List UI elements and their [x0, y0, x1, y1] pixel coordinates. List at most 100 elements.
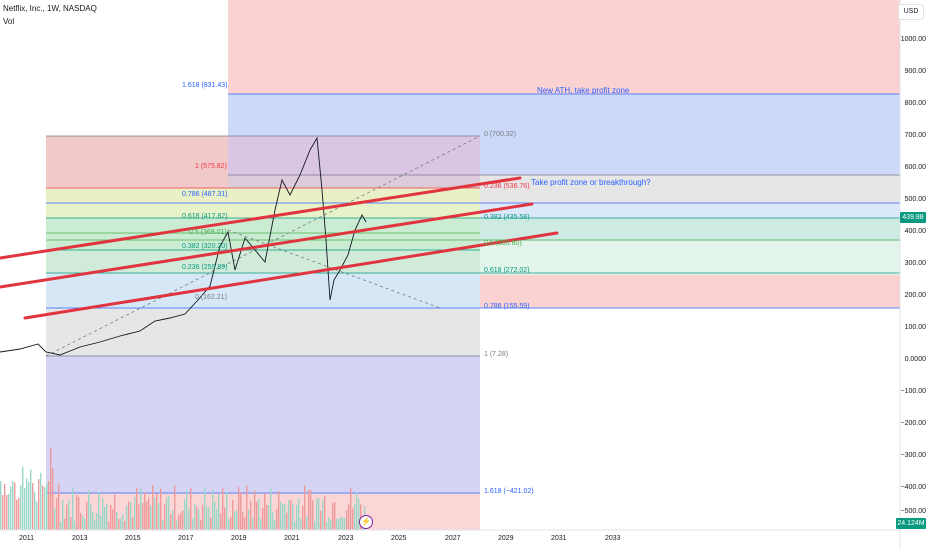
fib-left-purple2 — [228, 176, 480, 188]
currency-button[interactable]: USD — [898, 4, 924, 20]
volume-bar — [236, 509, 238, 530]
fib-lines — [46, 93, 900, 494]
volume-bar — [258, 498, 260, 530]
volume-bar — [230, 516, 232, 530]
price-tick: 300.00 — [904, 260, 926, 267]
volume-bar — [10, 486, 12, 530]
volume-bar — [98, 491, 100, 530]
fib-dashed-down — [227, 229, 441, 309]
volume-bar — [194, 503, 196, 530]
price-tick: 500.00 — [904, 196, 926, 203]
volume-bar — [122, 514, 124, 530]
volume-bar — [60, 521, 62, 530]
price-tick: 700.00 — [904, 132, 926, 139]
volume-bar — [272, 512, 274, 530]
volume-bar — [154, 497, 156, 530]
volume-bar — [304, 485, 306, 530]
volume-bar — [294, 521, 296, 530]
fib-left-yellow2 — [46, 203, 480, 218]
volume-bar — [330, 519, 332, 530]
volume-bar — [28, 481, 30, 530]
time-tick: 2015 — [125, 535, 141, 542]
channel-upper[interactable] — [0, 176, 522, 260]
volume-bar — [132, 517, 134, 530]
volume-bar — [316, 498, 318, 530]
fib-label: 0.382 (435.58) — [484, 214, 530, 221]
earnings-flash-icon[interactable]: ⚡ — [359, 515, 373, 529]
fib-zone-top-red — [228, 0, 900, 94]
time-tick: 2011 — [19, 535, 35, 542]
volume-bar — [228, 518, 230, 530]
volume-bar — [310, 489, 312, 530]
volume-bar — [244, 516, 246, 530]
volume-bar — [114, 494, 116, 530]
volume-bar — [108, 521, 110, 530]
fib-label: 0.5 (369.01) — [189, 229, 227, 236]
volume-bar — [208, 507, 210, 530]
volume-bar — [270, 488, 272, 530]
volume-bar — [26, 478, 28, 530]
volume-bar — [170, 514, 172, 530]
volume-bar — [64, 518, 66, 530]
volume-bar — [104, 506, 106, 530]
annotation-ath[interactable]: New ATH, take profit zone — [537, 86, 630, 95]
volume-bar — [338, 518, 340, 530]
fib-label: 1.618 (−421.02) — [484, 488, 534, 495]
fib-label: 1.618 (831.43) — [182, 82, 228, 89]
volume-bar — [358, 498, 360, 530]
price-tick: 800.00 — [904, 100, 926, 107]
volume-bar — [276, 508, 278, 530]
volume-bar — [284, 503, 286, 530]
volume-bar — [80, 513, 82, 530]
channel-lines[interactable] — [0, 176, 559, 320]
time-tick: 2033 — [605, 535, 621, 542]
price-tick: 0.0000 — [904, 356, 926, 363]
volume-bar — [180, 513, 182, 530]
time-tick: 2017 — [178, 535, 194, 542]
time-tick: 2021 — [284, 535, 300, 542]
volume-bar — [296, 504, 298, 530]
volume-bar — [306, 515, 308, 530]
volume-bar — [66, 504, 68, 530]
volume-bar — [118, 519, 120, 530]
time-tick: 2019 — [231, 535, 247, 542]
volume-bar — [200, 519, 202, 530]
volume-bar — [88, 489, 90, 530]
volume-bar — [242, 511, 244, 530]
volume-bar — [34, 491, 36, 530]
volume-bar — [312, 500, 314, 530]
volume-bar — [44, 487, 46, 530]
volume-bar — [186, 490, 188, 530]
volume-bar — [144, 492, 146, 530]
volume-bar — [18, 498, 20, 530]
volume-bar — [264, 493, 266, 530]
volume-bar — [184, 499, 186, 530]
volume-bar — [278, 491, 280, 530]
volume-bar — [226, 491, 228, 530]
volume-bar — [50, 448, 52, 530]
price-tick: 400.00 — [904, 228, 926, 235]
volume-bar — [134, 496, 136, 530]
volume-bar — [86, 501, 88, 530]
fib-left-red — [46, 136, 228, 188]
volume-bar — [146, 501, 148, 530]
volume-indicator-label[interactable]: Vol — [3, 17, 15, 26]
volume-bar — [106, 503, 108, 530]
channel-lower[interactable] — [23, 231, 559, 320]
annotation-breakthrough[interactable]: Take profit zone or breakthrough? — [531, 178, 651, 187]
volume-bar — [58, 483, 60, 530]
volume-bar — [54, 508, 56, 530]
volume-bar — [192, 518, 194, 530]
price-tick: 200.00 — [904, 292, 926, 299]
volume-bar — [190, 488, 192, 530]
fib-left-grey — [46, 308, 480, 356]
volume-bar — [150, 505, 152, 530]
fib-left-purple — [228, 136, 480, 176]
channel-middle[interactable] — [0, 202, 534, 289]
symbol-title[interactable]: Netflix, Inc., 1W, NASDAQ — [3, 4, 97, 13]
volume-bar — [282, 504, 284, 530]
volume-bar — [16, 499, 18, 530]
volume-bar — [20, 485, 22, 530]
volume-bar — [32, 483, 34, 530]
